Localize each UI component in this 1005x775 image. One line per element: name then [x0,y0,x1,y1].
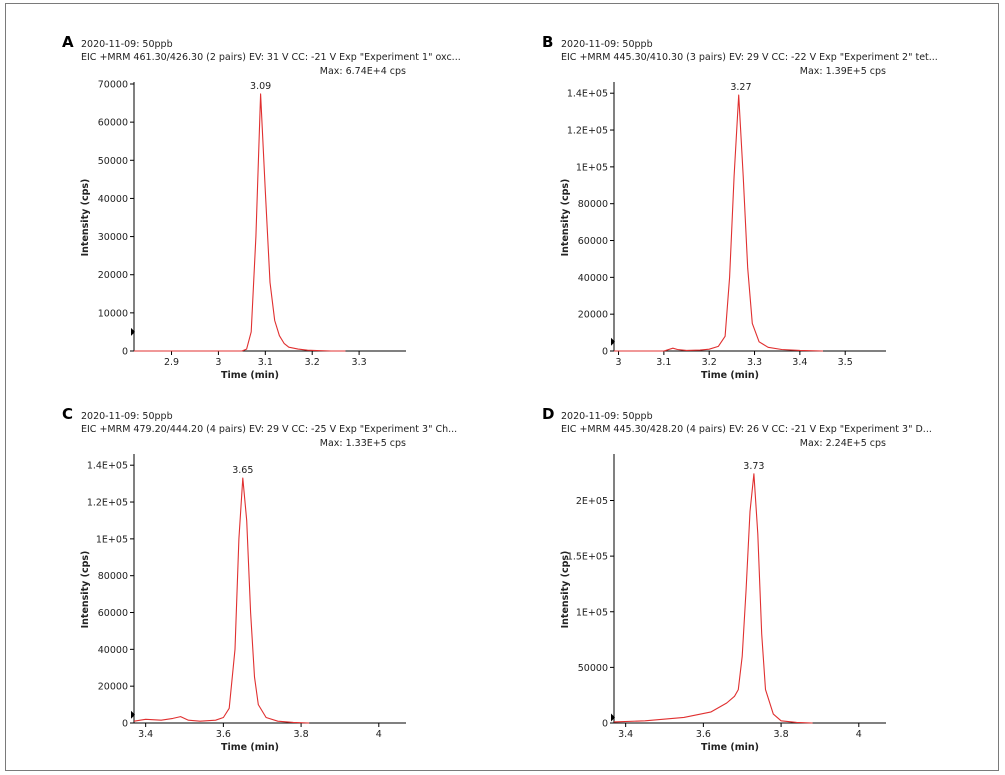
y-tick-label: 0 [122,719,128,730]
chromatogram-trace [614,94,824,352]
y-tick-label: 40000 [578,273,608,284]
y-tick-label: 20000 [98,682,128,693]
panel-a: A 2020-11-09: 50ppb EIC +MRM 461.30/426.30… [60,33,461,387]
panel-label: B [542,33,553,51]
peak-label: 3.73 [743,461,764,472]
y-tick-label: 40000 [98,645,128,656]
y-axis-title: Intensity (cps) [80,179,91,257]
x-tick-label: 3.2 [305,357,320,368]
panel-d: D 2020-11-09: 50ppb EIC +MRM 445.30/428.20… [540,405,940,759]
y-tick-label: 60000 [578,236,608,247]
y-tick-label: 1.4E+05 [567,89,608,100]
panel-b: B 2020-11-09: 50ppb EIC +MRM 445.30/410.30… [540,33,940,387]
x-tick-label: 3 [215,357,221,368]
max-intensity: Max: 2.24E+5 cps [800,438,886,449]
header-date: 2020-11-09: 50ppb [561,39,653,50]
x-axis-title: Time (min) [701,370,759,381]
x-tick-label: 3.3 [352,357,367,368]
x-tick-label: 3.6 [696,729,711,740]
y-tick-label: 0 [122,347,128,358]
header-date: 2020-11-09: 50ppb [81,39,173,50]
start-marker [611,337,615,346]
x-tick-label: 3 [616,357,622,368]
start-marker [611,713,615,722]
x-tick-label: 3.4 [618,729,633,740]
figure-frame [5,3,999,771]
x-axis-title: Time (min) [701,742,759,753]
y-tick-label: 20000 [578,310,608,321]
chart-svg: B 2020-11-09: 50ppb EIC +MRM 445.30/410.30… [542,33,938,381]
header-info: EIC +MRM 479.20/444.20 (4 pairs) EV: 29 … [81,424,457,435]
start-marker [131,327,135,336]
x-tick-label: 3.1 [656,357,671,368]
x-axis-title: Time (min) [221,742,279,753]
x-tick-label: 3.8 [774,729,789,740]
header-date: 2020-11-09: 50ppb [561,411,653,422]
chart-svg: A 2020-11-09: 50ppb EIC +MRM 461.30/426.30… [62,33,461,381]
y-tick-label: 80000 [98,571,128,582]
y-tick-label: 1.5E+05 [567,552,608,563]
panel-c: C 2020-11-09: 50ppb EIC +MRM 479.20/444.20… [60,405,460,759]
peak-label: 3.09 [250,81,271,92]
panel-label: C [62,405,73,423]
start-marker [131,710,135,719]
y-tick-label: 0 [602,719,608,730]
y-tick-label: 1.2E+05 [567,126,608,137]
x-tick-label: 3.1 [258,357,273,368]
y-tick-label: 50000 [578,663,608,674]
y-tick-label: 20000 [98,270,128,281]
y-tick-label: 1.2E+05 [87,498,128,509]
x-tick-label: 4 [856,729,862,740]
x-tick-label: 3.3 [747,357,762,368]
header-info: EIC +MRM 461.30/426.30 (2 pairs) EV: 31 … [81,52,460,63]
y-tick-label: 1.4E+05 [87,461,128,472]
panel-label: A [62,33,74,51]
chromatogram-trace [613,473,813,724]
y-tick-label: 1E+05 [576,607,608,618]
x-axis-title: Time (min) [221,370,279,381]
y-axis-title: Intensity (cps) [560,551,571,629]
y-tick-label: 70000 [98,80,128,91]
header-date: 2020-11-09: 50ppb [81,411,173,422]
x-tick-label: 2.9 [164,357,179,368]
x-tick-label: 3.5 [838,357,853,368]
chromatogram-trace [134,93,346,352]
max-intensity: Max: 6.74E+4 cps [320,66,406,77]
chart-svg: C 2020-11-09: 50ppb EIC +MRM 479.20/444.20… [62,405,457,753]
y-tick-label: 60000 [98,118,128,129]
y-tick-label: 10000 [98,308,128,319]
peak-label: 3.65 [232,465,253,476]
panel-label: D [542,405,554,423]
y-tick-label: 30000 [98,232,128,243]
chromatogram-trace [133,477,310,724]
y-tick-label: 2E+05 [576,496,608,507]
y-axis-title: Intensity (cps) [80,551,91,629]
y-tick-label: 1E+05 [576,162,608,173]
header-info: EIC +MRM 445.30/410.30 (3 pairs) EV: 29 … [561,52,938,63]
x-tick-label: 3.4 [138,729,153,740]
x-tick-label: 3.4 [792,357,807,368]
max-intensity: Max: 1.39E+5 cps [800,66,886,77]
y-tick-label: 60000 [98,608,128,619]
x-tick-label: 3.6 [216,729,231,740]
y-tick-label: 50000 [98,156,128,167]
y-tick-label: 0 [602,347,608,358]
header-info: EIC +MRM 445.30/428.20 (4 pairs) EV: 26 … [561,424,932,435]
y-tick-label: 40000 [98,194,128,205]
peak-label: 3.27 [730,82,751,93]
chart-svg: D 2020-11-09: 50ppb EIC +MRM 445.30/428.20… [542,405,932,753]
x-tick-label: 3.8 [294,729,309,740]
x-tick-label: 4 [376,729,382,740]
max-intensity: Max: 1.33E+5 cps [320,438,406,449]
y-tick-label: 1E+05 [96,534,128,545]
y-tick-label: 80000 [578,199,608,210]
y-axis-title: Intensity (cps) [560,179,571,257]
x-tick-label: 3.2 [702,357,717,368]
